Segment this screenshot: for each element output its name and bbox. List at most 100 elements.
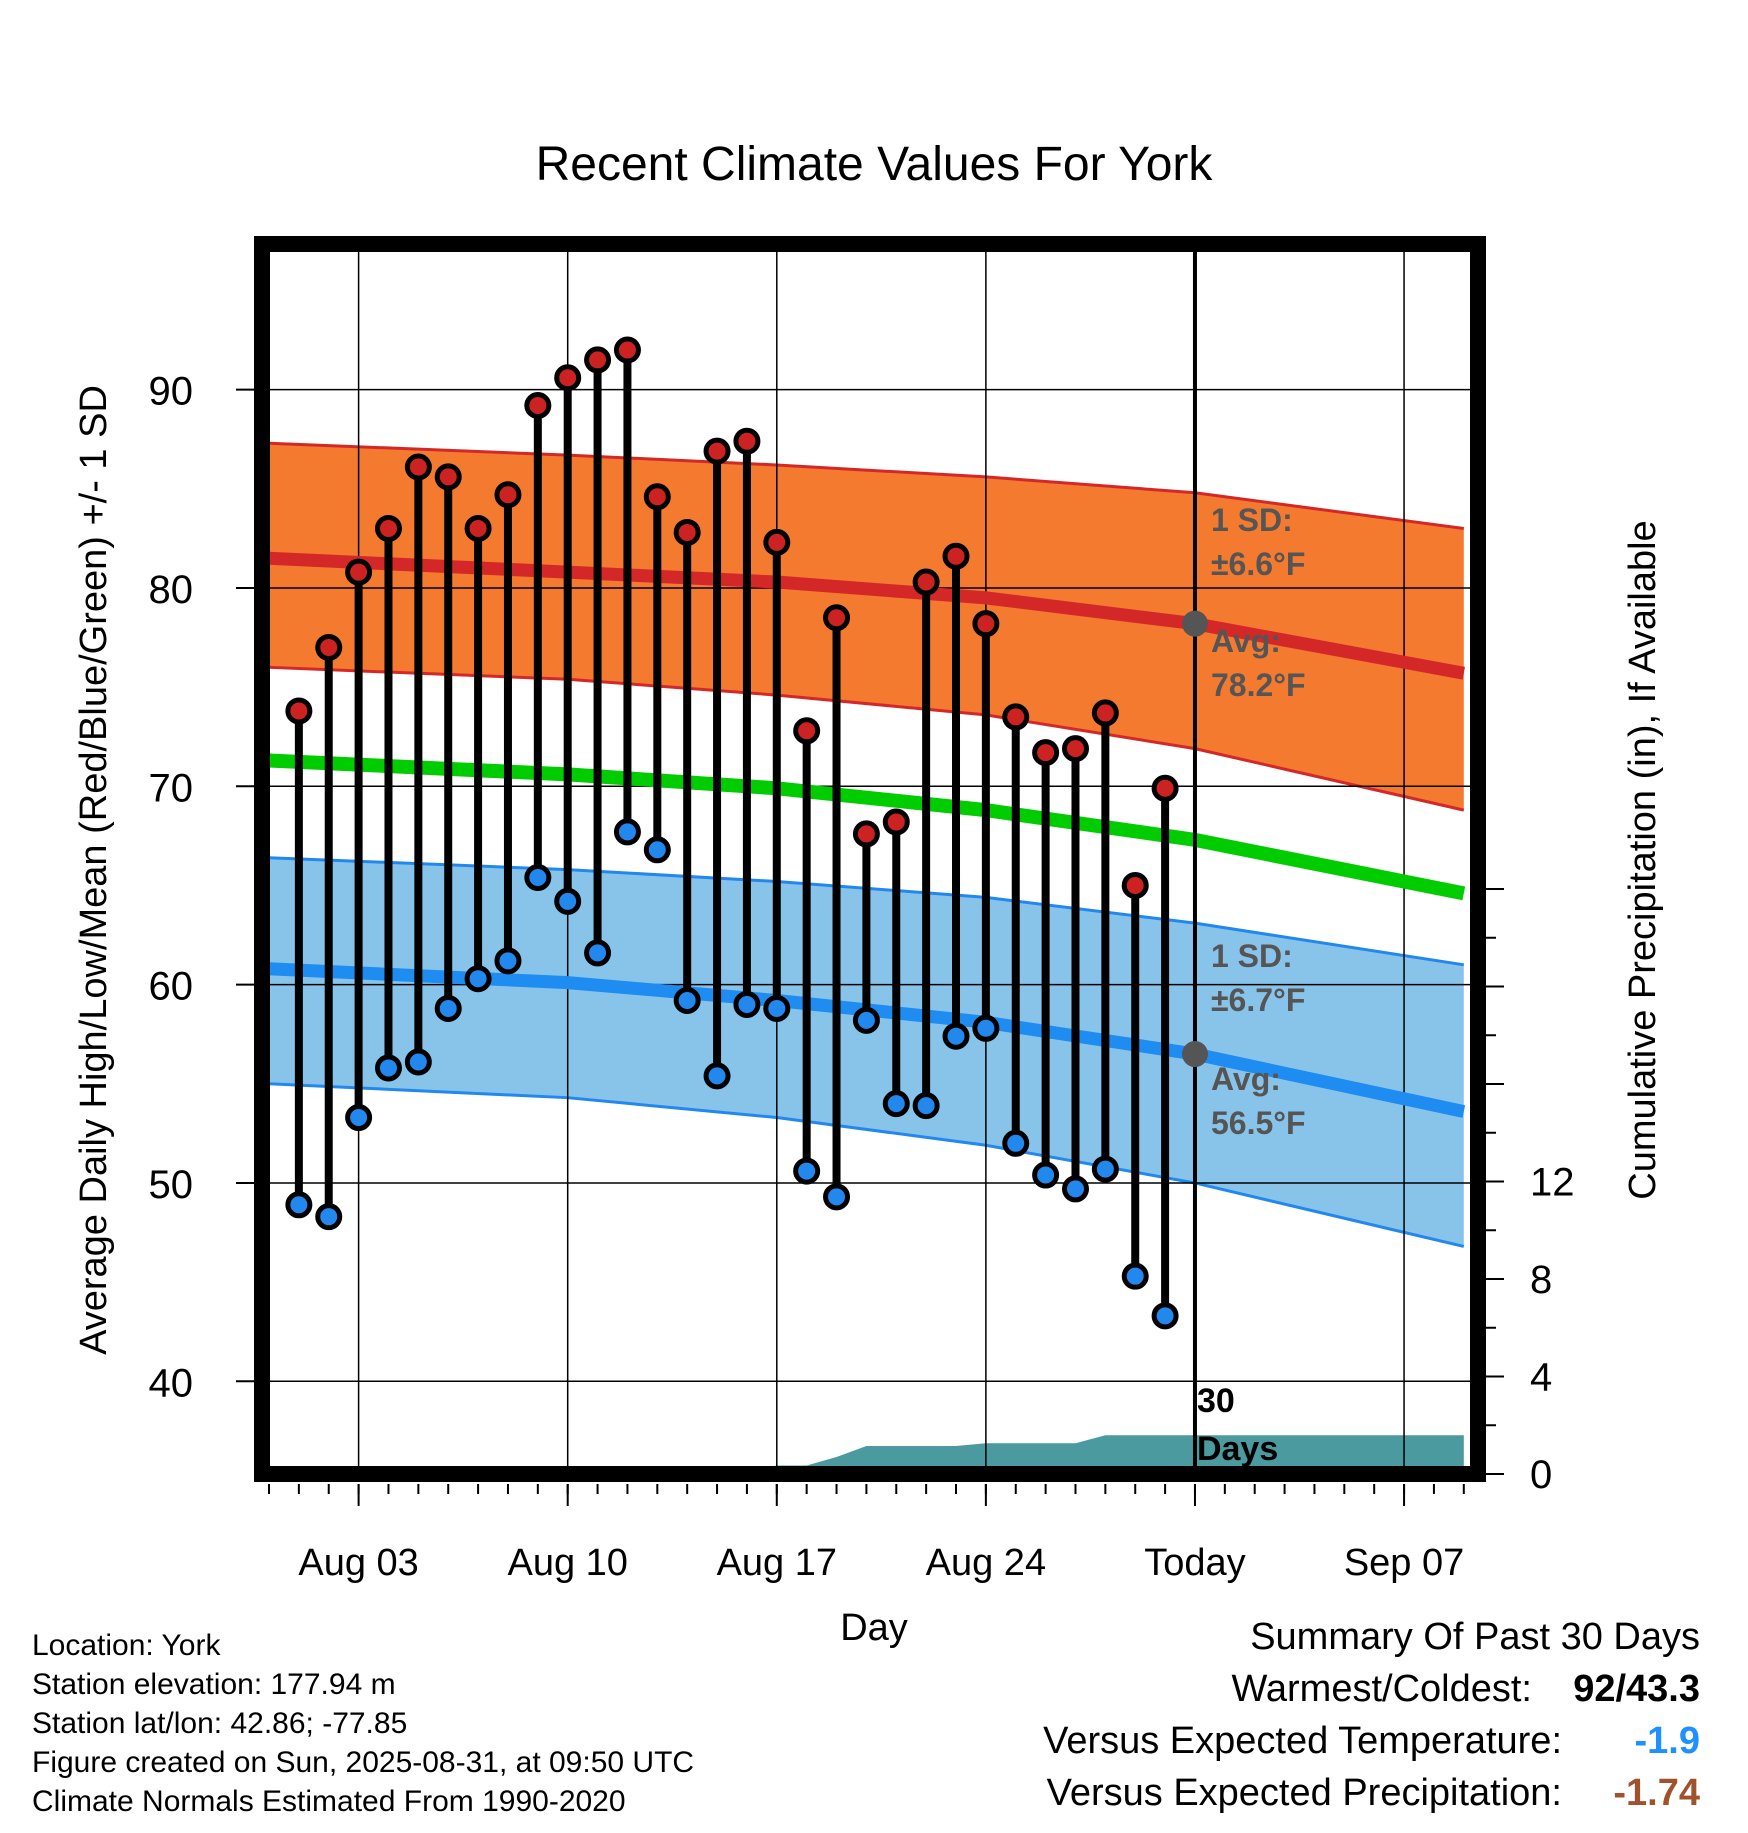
summary-precip-row: Versus Expected Precipitation: -1.74: [880, 1772, 1700, 1824]
x-tick-label: Sep 07: [1344, 1542, 1464, 1584]
warmest-value: 92/43.3: [1573, 1668, 1700, 1710]
daily-low-point: [793, 1157, 821, 1185]
daily-high-point: [345, 558, 373, 586]
daily-high-point: [374, 514, 402, 542]
daily-high-point: [524, 392, 552, 420]
y-tick-label: 90: [149, 370, 194, 414]
daily-low-point: [703, 1062, 731, 1090]
daily-high-point: [733, 427, 761, 455]
low-avg-marker: [1181, 1041, 1208, 1068]
daily-low-point: [494, 947, 522, 975]
daily-low-point: [524, 864, 552, 892]
daily-high-point: [1002, 703, 1030, 731]
daily-low-point: [613, 818, 641, 846]
plot-frame: [254, 236, 1486, 1482]
daily-low-point: [852, 1006, 880, 1034]
y2-tick-label: 0: [1530, 1453, 1552, 1497]
elevation-text: Station elevation: 177.94 m: [32, 1668, 396, 1701]
daily-low-point: [404, 1048, 432, 1076]
daily-high-point: [643, 483, 671, 511]
x-tick-label: Aug 10: [507, 1542, 627, 1584]
warmest-label: Warmest/Coldest:: [1231, 1668, 1532, 1710]
x-tick-label: Today: [1144, 1542, 1245, 1584]
low-avg-value: 56.5°F: [1211, 1105, 1306, 1141]
daily-low-point: [1091, 1155, 1119, 1183]
location-text: Location: York: [32, 1629, 221, 1662]
summary-panel: Summary Of Past 30 Days Warmest/Coldest:…: [880, 1616, 1700, 1824]
temp-label: Versus Expected Temperature:: [1043, 1720, 1562, 1762]
daily-high-point: [1121, 871, 1149, 899]
daily-low-point: [882, 1090, 910, 1118]
y2-tick-label: 8: [1530, 1258, 1552, 1302]
high-avg-marker: [1181, 610, 1208, 637]
high-avg-label: Avg:: [1211, 623, 1281, 659]
daily-high-point: [912, 568, 940, 596]
window-count: 30: [1197, 1382, 1235, 1420]
summary-title: Summary Of Past 30 Days: [880, 1616, 1700, 1668]
daily-high-point: [315, 633, 343, 661]
daily-low-point: [434, 994, 462, 1022]
daily-low-point: [1121, 1262, 1149, 1290]
daily-low-point: [584, 939, 612, 967]
daily-low-point: [285, 1191, 313, 1219]
daily-high-point: [763, 528, 791, 556]
y2-axis-label: Cumulative Precipitation (in), If Availa…: [1622, 520, 1664, 1199]
low-avg-label: Avg:: [1211, 1061, 1281, 1097]
precip-area: [269, 1435, 1464, 1474]
daily-high-point: [1091, 699, 1119, 727]
y-tick-label: 40: [149, 1361, 194, 1405]
daily-high-point: [793, 717, 821, 745]
daily-high-point: [404, 453, 432, 481]
daily-low-point: [972, 1014, 1000, 1042]
precip-value: -1.74: [1613, 1772, 1700, 1814]
high-sd-value: ±6.6°F: [1211, 546, 1305, 582]
daily-high-point: [584, 346, 612, 374]
daily-low-point: [554, 887, 582, 915]
y-axis-label: Average Daily High/Low/Mean (Red/Blue/Gr…: [73, 385, 115, 1355]
daily-low-point: [1151, 1302, 1179, 1330]
x-axis-label: Day: [840, 1607, 908, 1649]
daily-low-point: [673, 987, 701, 1015]
daily-low-point: [464, 965, 492, 993]
summary-temp-row: Versus Expected Temperature: -1.9: [880, 1720, 1700, 1772]
daily-high-point: [852, 820, 880, 848]
daily-high-point: [972, 610, 1000, 638]
daily-high-point: [613, 336, 641, 364]
daily-high-point: [1032, 739, 1060, 767]
daily-low-point: [823, 1183, 851, 1211]
daily-high-point: [673, 518, 701, 546]
daily-low-point: [733, 990, 761, 1018]
y-tick-label: 50: [149, 1163, 194, 1207]
daily-high-point: [434, 463, 462, 491]
summary-title-text: Summary Of Past 30 Days: [1250, 1616, 1700, 1658]
y2-tick-label: 4: [1530, 1356, 1552, 1400]
high-sd-label: 1 SD:: [1211, 502, 1293, 538]
summary-warmest-row: Warmest/Coldest: 92/43.3: [880, 1668, 1700, 1720]
daily-high-point: [882, 808, 910, 836]
daily-high-point: [1151, 774, 1179, 802]
daily-low-point: [912, 1092, 940, 1120]
daily-high-point: [554, 364, 582, 392]
y-tick-label: 70: [149, 766, 194, 810]
x-tick-label: Aug 17: [717, 1542, 837, 1584]
daily-low-point: [1002, 1129, 1030, 1157]
daily-low-point: [942, 1022, 970, 1050]
y2-tick-label: 12: [1530, 1161, 1575, 1205]
normal-high-line: [268, 551, 1465, 680]
daily-low-point: [345, 1104, 373, 1132]
y-tick-label: 80: [149, 568, 194, 612]
normal-mean-line: [268, 753, 1466, 901]
precip-label: Versus Expected Precipitation:: [1046, 1772, 1562, 1814]
x-tick-label: Aug 24: [926, 1542, 1046, 1584]
normal-low-line: [268, 962, 1466, 1118]
latlon-text: Station lat/lon: 42.86; -77.85: [32, 1707, 408, 1740]
daily-high-point: [823, 604, 851, 632]
daily-low-point: [643, 836, 671, 864]
created-text: Figure created on Sun, 2025-08-31, at 09…: [32, 1746, 695, 1779]
daily-low-point: [1032, 1161, 1060, 1189]
low-sd-band-upper-edge: [268, 856, 1465, 967]
daily-high-point: [942, 542, 970, 570]
station-info: Location: York Station elevation: 177.94…: [32, 1626, 694, 1821]
